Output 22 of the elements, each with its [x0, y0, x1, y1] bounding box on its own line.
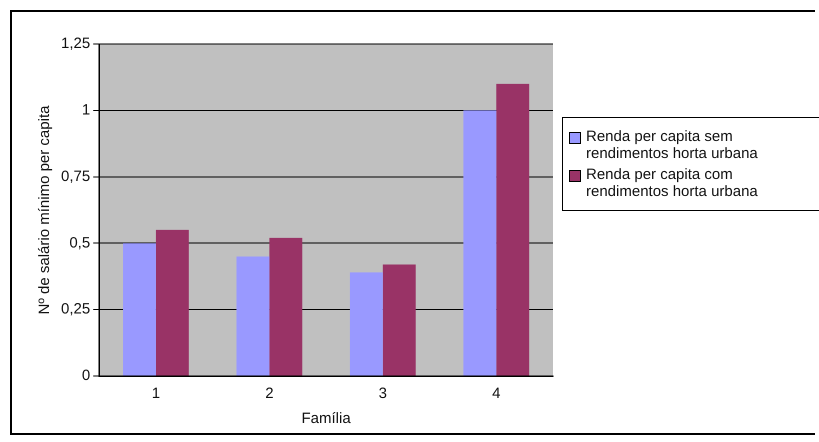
bar [350, 272, 383, 376]
bar [123, 243, 156, 376]
legend-label: Renda per capita sem rendimentos horta urbana [586, 128, 759, 162]
x-tick-label: 3 [378, 385, 387, 402]
y-axis-title: Nº de salário mínimo per capita [36, 104, 54, 314]
y-tick-label: 1,25 [60, 35, 90, 52]
bar [496, 84, 530, 376]
bar [156, 230, 189, 376]
bar [382, 264, 416, 376]
y-tick-label: 0,75 [60, 168, 90, 185]
y-tick-label: 1 [82, 102, 90, 119]
bar [236, 256, 270, 376]
bar [463, 110, 496, 376]
x-tick-label: 4 [492, 385, 500, 402]
y-tick-label: 0,25 [60, 300, 90, 318]
legend-label: Renda per capita com rendimentos horta urbana [586, 166, 759, 200]
bar [269, 238, 302, 376]
y-tick-label: 0 [82, 367, 90, 384]
x-tick-label: 2 [265, 385, 274, 402]
x-axis-title: Família [302, 410, 352, 428]
y-tick-label: 0,5 [69, 234, 90, 252]
x-tick-label: 1 [152, 385, 160, 402]
